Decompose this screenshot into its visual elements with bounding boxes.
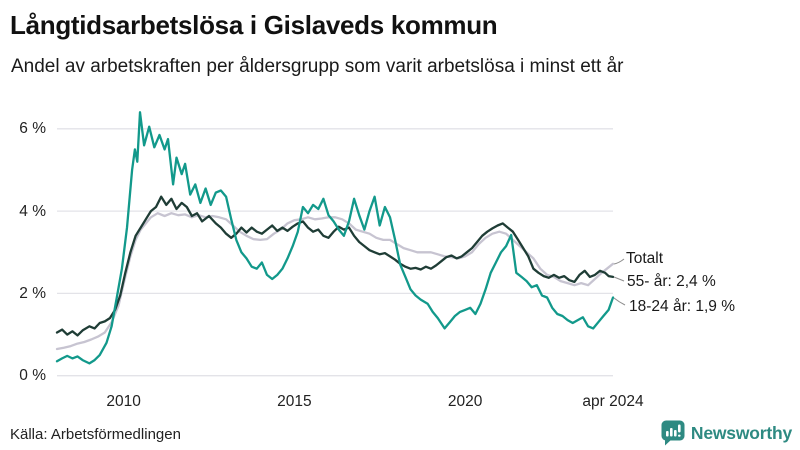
series-label-55: 55- år: 2,4 % [627,273,716,290]
series-lines [55,111,615,365]
connector-totalt [613,258,625,265]
newsworthy-barchart-bubble-icon [661,420,685,446]
gridlines [57,128,613,377]
y-axis-tick-0: 0 % [19,367,46,385]
y-axis-tick-4: 4 % [19,202,46,220]
x-axis-tick-apr-2024: apr 2024 [582,393,644,410]
brand-logo: Newsworthy [661,420,792,446]
x-axis-tick-2010: 2010 [106,393,141,410]
connector-18-24 [613,297,626,306]
annotation-connectors [613,258,626,306]
page-title: Långtidsarbetslösa i Gislaveds kommun [10,10,498,40]
chart-subtitle: Andel av arbetskraften per åldersgrupp s… [11,56,624,77]
x-axis-tick-2020: 2020 [447,393,483,410]
brand-wordmark: Newsworthy [690,422,792,443]
x-axis-tick-2015: 2015 [277,393,312,410]
series-label-18-24: 18-24 år: 1,9 % [629,298,735,315]
y-axis-tick-6: 6 % [19,120,46,138]
y-axis-tick-2: 2 % [19,284,46,302]
series-label-totalt: Totalt [626,250,664,267]
connector-55 [613,276,625,282]
source-credit: Källa: Arbetsförmedlingen [10,426,181,443]
